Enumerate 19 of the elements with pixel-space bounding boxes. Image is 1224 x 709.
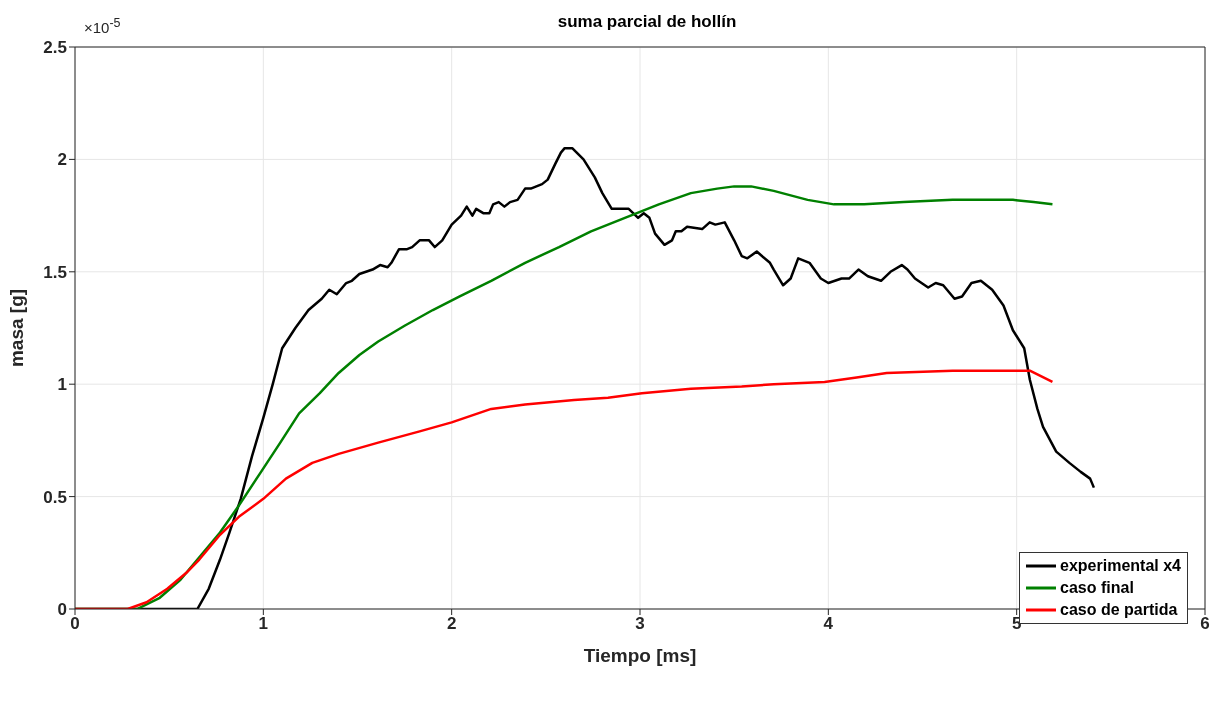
legend-label: experimental x4 bbox=[1060, 556, 1181, 576]
legend-label: caso de partida bbox=[1060, 600, 1178, 620]
y-axis-title: masa [g] bbox=[5, 288, 27, 368]
y-tick-label: 2.5 bbox=[43, 38, 67, 58]
x-tick-label: 1 bbox=[258, 614, 269, 634]
x-tick-label: 6 bbox=[1200, 614, 1210, 634]
legend-label: caso final bbox=[1060, 578, 1134, 598]
x-tick-label: 0 bbox=[70, 614, 80, 634]
y-tick-label: 2 bbox=[57, 150, 67, 170]
y-tick-label: 0.5 bbox=[43, 487, 67, 507]
y-tick-label: 0 bbox=[57, 600, 67, 620]
text: ×10$^{-5}$ bbox=[84, 16, 121, 36]
x-tick-label: 4 bbox=[823, 614, 834, 634]
x-axis-title: Tiempo [ms] bbox=[583, 645, 697, 666]
y-tick-label: 1 bbox=[57, 375, 67, 395]
chart-title: suma parcial de hollín bbox=[557, 12, 737, 31]
y-tick-label: 1.5 bbox=[43, 262, 67, 282]
x-tick-label: 2 bbox=[446, 614, 457, 634]
x-tick-label: 3 bbox=[635, 614, 645, 634]
